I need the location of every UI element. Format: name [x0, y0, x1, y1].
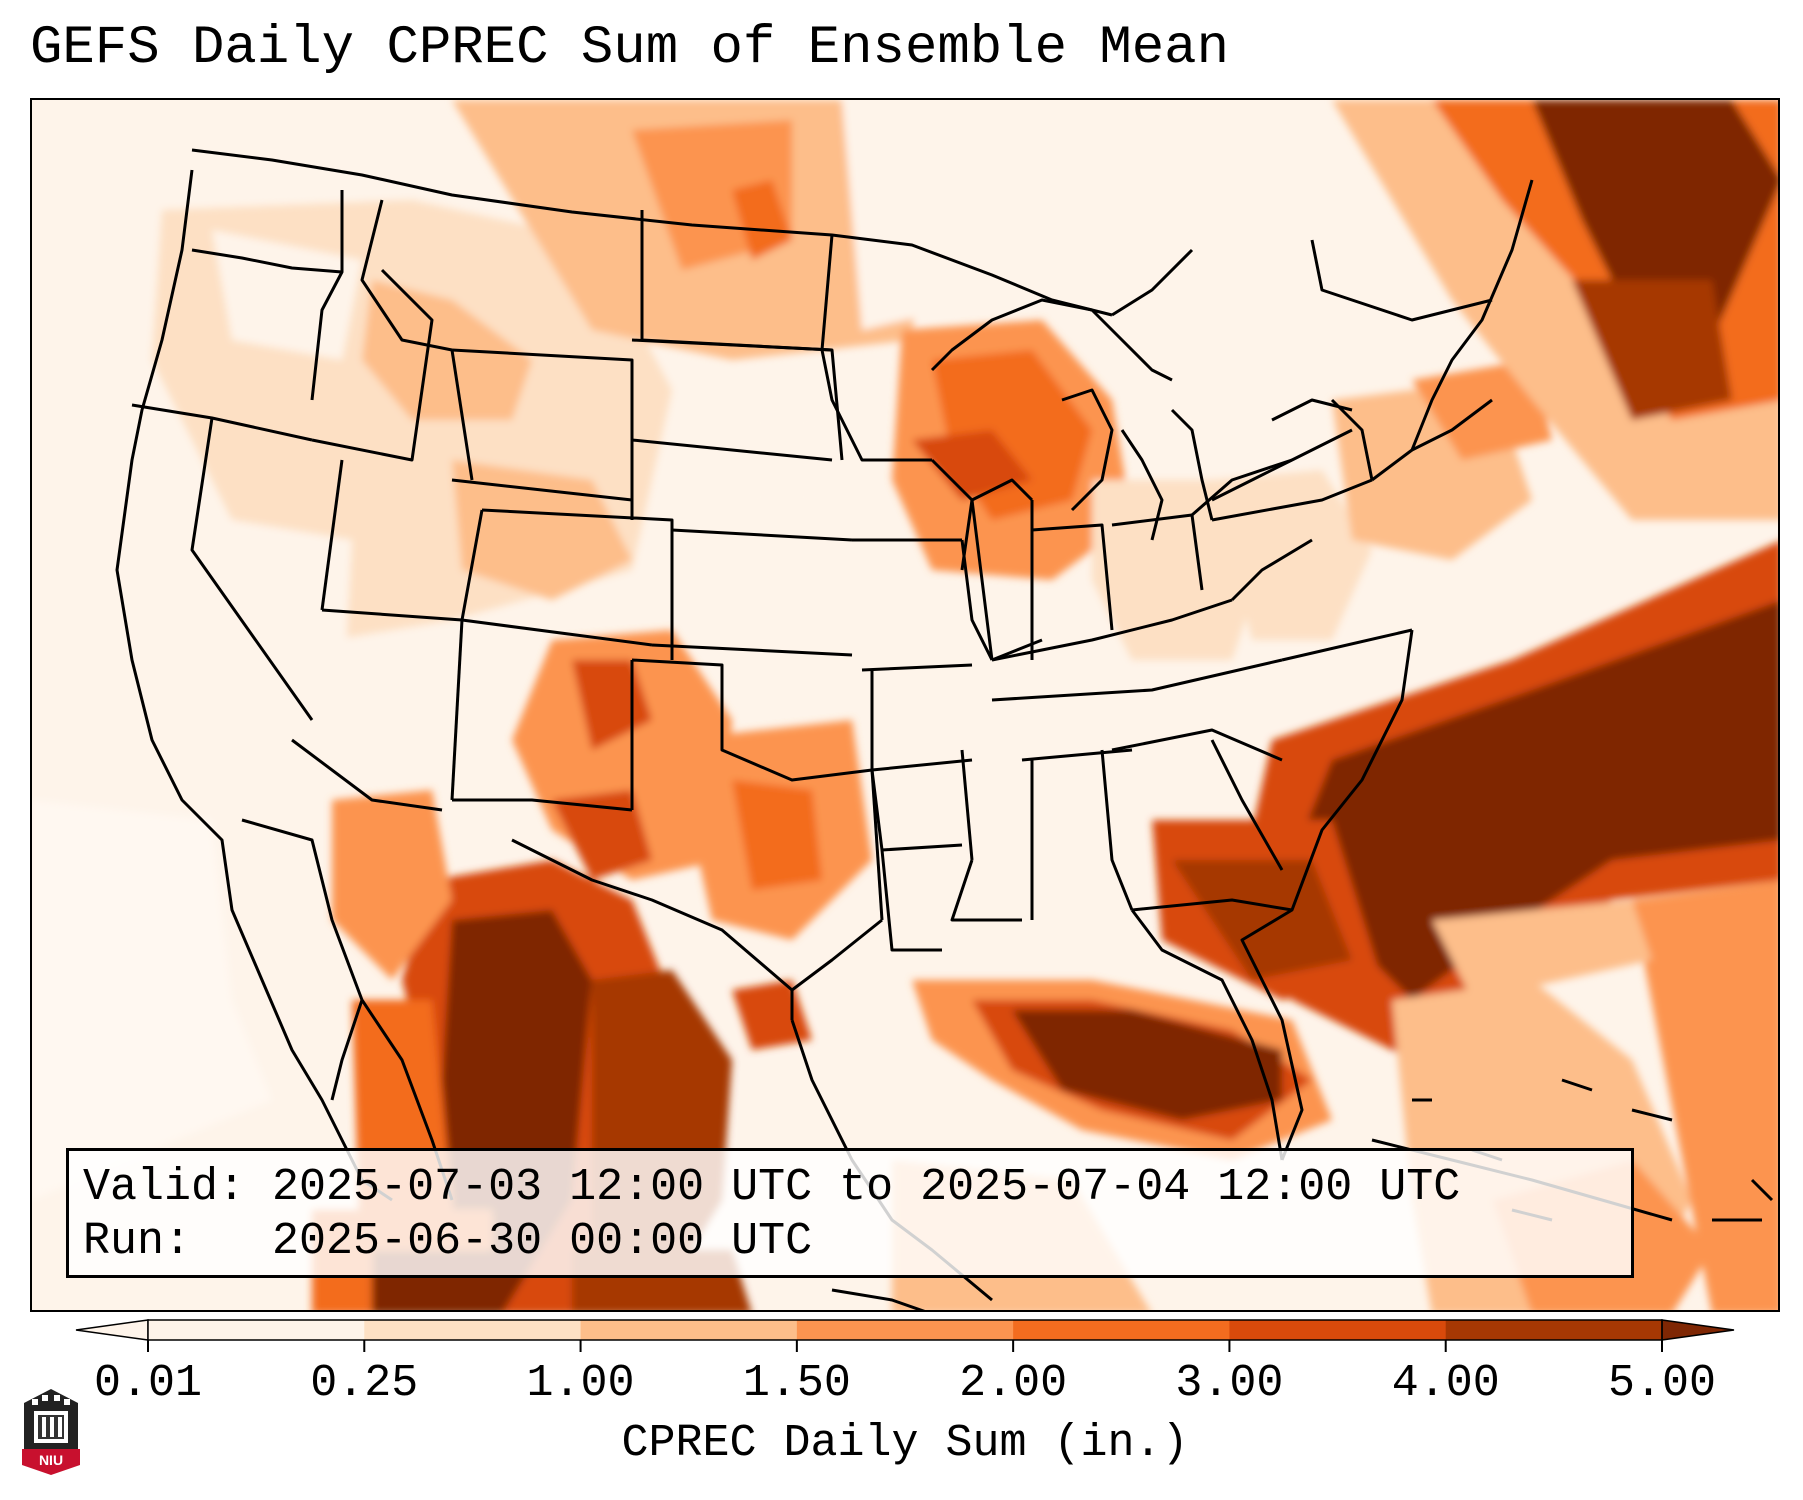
colorbar-tick-label: 2.00 [959, 1358, 1068, 1409]
colorbar-tick-label: 1.00 [526, 1358, 635, 1409]
run-value: 2025-06-30 00:00 UTC [272, 1216, 813, 1267]
colorbar-tick-label: 4.00 [1391, 1358, 1500, 1409]
run-label: Run: [83, 1216, 192, 1267]
colorbar-tick-label: 0.01 [93, 1358, 203, 1409]
colorbar-tick-label: 3.00 [1175, 1358, 1284, 1409]
colorbar-segment [1229, 1320, 1447, 1340]
map-canvas [32, 100, 1778, 1310]
colorbar-ticks [147, 1340, 1663, 1352]
colorbar-extend-high [1661, 1319, 1735, 1341]
colorbar-label: CPREC Daily Sum (in.) [621, 1418, 1189, 1469]
colorbar-outline [147, 1319, 1663, 1341]
state-boundaries [115, 148, 1774, 1310]
precipitation-map [30, 98, 1780, 1312]
colorbar-segment [1013, 1320, 1230, 1340]
map-title: GEFS Daily CPREC Sum of Ensemble Mean [30, 18, 1229, 79]
colorbar-segment [364, 1320, 582, 1340]
valid-value: 2025-07-03 12:00 UTC to 2025-07-04 12:00… [272, 1162, 1461, 1213]
colorbar-segment [580, 1320, 798, 1340]
colorbar [75, 1319, 1735, 1352]
valid-run-info-box: Valid: 2025-07-03 12:00 UTC to 2025-07-0… [66, 1148, 1634, 1278]
valid-line: Valid: 2025-07-03 12:00 UTC to 2025-07-0… [83, 1161, 1617, 1215]
run-line: Run: 2025-06-30 00:00 UTC [83, 1215, 1617, 1269]
colorbar-extend-low [75, 1319, 149, 1341]
logo-text: NIU [39, 1452, 63, 1468]
colorbar-segments [75, 1319, 1735, 1341]
colorbar-segment [1445, 1320, 1663, 1340]
colorbar-tick-label: 0.25 [310, 1358, 419, 1409]
colorbar-tick-label: 5.00 [1607, 1358, 1717, 1409]
colorbar-segment [796, 1320, 1014, 1340]
colorbar-segment [148, 1320, 365, 1340]
university-tower-icon: NIU [22, 1389, 80, 1475]
precip-field [32, 100, 1778, 1310]
colorbar-tick-label: 1.50 [742, 1358, 851, 1409]
valid-label: Valid: [83, 1162, 246, 1213]
